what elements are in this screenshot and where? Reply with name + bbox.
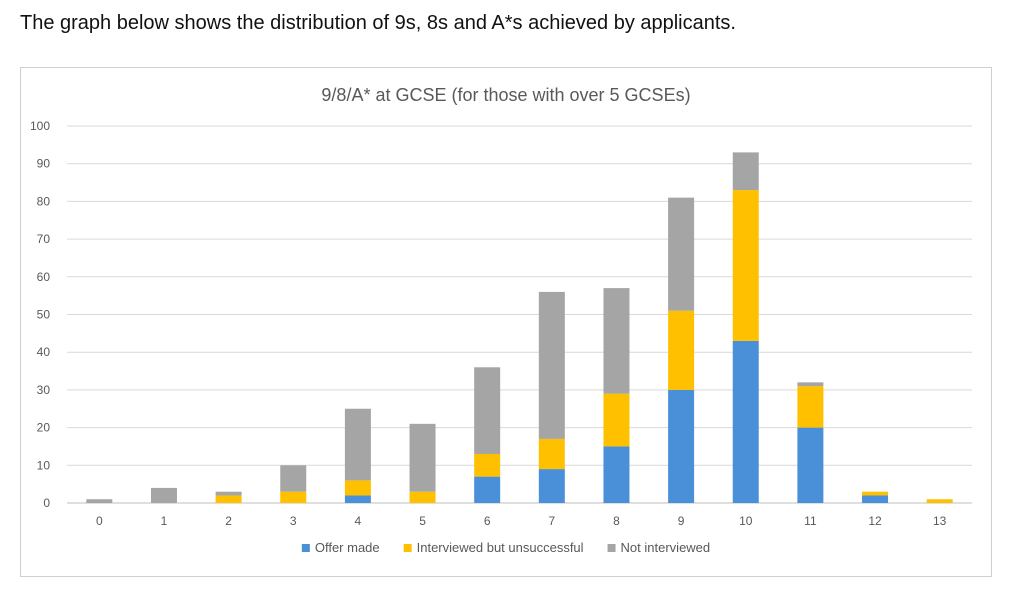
bar-segment [668,310,695,390]
y-axis-ticks: 0 10 20 30 40 50 60 70 80 90 100 [30,119,50,510]
x-tick-label: 10 [739,514,753,528]
legend-label: Not interviewed [621,540,711,555]
bar-segment [603,393,630,447]
y-tick-label: 20 [37,421,51,435]
x-tick-label: 8 [613,514,620,528]
bar-segment [668,197,695,311]
bar-segment [474,367,501,454]
bar-segment [215,491,242,496]
y-tick-label: 10 [37,458,51,472]
bar-segment [862,495,889,503]
x-tick-label: 12 [868,514,882,528]
bar-segment [344,408,371,481]
bar-segment [215,495,242,503]
bar-segment [926,499,953,503]
bar-segment [538,291,565,439]
legend-label: Interviewed but unsuccessful [417,540,584,555]
chart-container [20,67,992,577]
bar-segment [409,491,436,503]
gridlines [67,125,972,504]
legend-item: Interviewed but unsuccessful [403,540,584,555]
x-tick-label: 6 [484,514,491,528]
x-tick-label: 2 [225,514,232,528]
legend: Offer made Interviewed but unsuccessful No… [301,540,711,555]
x-tick-label: 4 [355,514,362,528]
bar-segment [797,382,824,387]
x-axis-ticks: 0 1 2 3 4 5 6 7 8 9 10 11 12 13 [96,514,947,528]
y-tick-label: 60 [37,270,51,284]
legend-item: Offer made [301,540,380,555]
bar-segment [538,438,565,470]
bar-segment [603,288,630,394]
x-tick-label: 3 [290,514,297,528]
bar-segment [862,491,889,496]
y-tick-label: 70 [37,232,51,246]
y-tick-label: 40 [37,345,51,359]
bar-segment [603,446,630,503]
bar-segment [86,499,113,503]
bar-segment [280,491,307,503]
bar-segment [474,476,501,503]
bar-segment [668,389,695,503]
x-tick-label: 13 [933,514,947,528]
x-tick-label: 5 [419,514,426,528]
bar-segment [409,423,436,492]
bar-segment [732,340,759,503]
intro-text: The graph below shows the distribution o… [20,12,736,34]
y-tick-label: 90 [37,157,51,171]
bar-segment [344,480,371,496]
x-tick-label: 9 [678,514,685,528]
y-tick-label: 80 [37,194,51,208]
bar-segment [732,152,759,191]
legend-swatch [403,544,412,552]
bar-segment [474,453,501,477]
y-tick-label: 50 [37,308,51,322]
y-tick-label: 0 [43,496,50,510]
bar-segment [280,465,307,492]
bar-segment [797,427,824,503]
x-tick-label: 1 [161,514,168,528]
bar-segment [732,190,759,341]
legend-swatch [607,544,616,552]
chart-title: 9/8/A* at GCSE (for those with over 5 GC… [321,85,690,105]
bar-segment [344,495,371,503]
y-tick-label: 100 [30,119,50,133]
x-tick-label: 11 [804,514,817,528]
x-tick-label: 7 [548,514,555,528]
bar-segment [150,487,177,503]
bars [86,152,953,503]
y-tick-label: 30 [37,383,51,397]
legend-swatch [301,544,310,552]
bar-segment [538,469,565,503]
legend-label: Offer made [315,540,380,555]
bar-segment [797,386,824,428]
legend-item: Not interviewed [607,540,711,555]
x-tick-label: 0 [96,514,103,528]
